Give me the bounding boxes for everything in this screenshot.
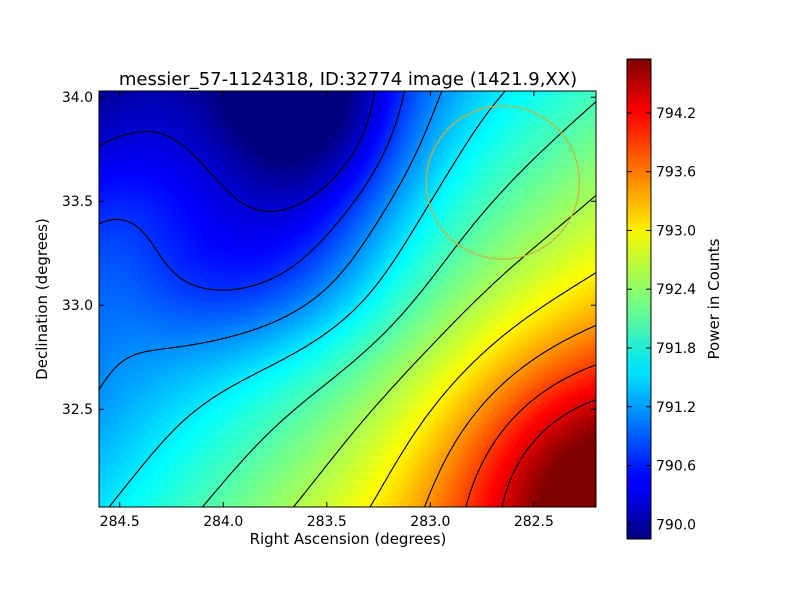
y-tick-label: 32.5 bbox=[62, 402, 93, 418]
contour-level-8 bbox=[465, 364, 596, 507]
y-axis-label: Declination (degrees) bbox=[33, 218, 51, 380]
contour-level-2 bbox=[99, 91, 443, 390]
contour-level-4 bbox=[202, 101, 596, 507]
contour-level-1 bbox=[99, 91, 406, 291]
colorbar-tick-label: 791.8 bbox=[656, 341, 696, 357]
y-tick-label: 34.0 bbox=[62, 90, 93, 106]
y-axis-ticks: 32.5 33.0 33.5 34.0 bbox=[62, 90, 596, 418]
colorbar: 790.0 790.6 791.2 791.8 792.4 793.0 793.6 794.2… bbox=[626, 58, 723, 540]
colorbar-tick-label: 793.0 bbox=[656, 223, 696, 239]
contour-level-0 bbox=[99, 91, 376, 212]
colorbar-bar bbox=[626, 58, 652, 540]
x-tick-label: 284.0 bbox=[203, 514, 243, 530]
contour-lines bbox=[99, 91, 596, 507]
colorbar-tick-label: 791.2 bbox=[656, 400, 696, 416]
source-circle bbox=[425, 105, 580, 260]
colorbar-tick-label: 794.2 bbox=[656, 106, 696, 122]
x-axis-ticks: 284.5 284.0 283.5 283.0 282.5 bbox=[100, 91, 554, 530]
colorbar-tick-label: 792.4 bbox=[656, 282, 696, 298]
y-tick-label: 33.0 bbox=[62, 298, 93, 314]
colorbar-label: Power in Counts bbox=[705, 238, 723, 359]
x-tick-label: 284.5 bbox=[100, 514, 140, 530]
heatmap bbox=[99, 91, 596, 507]
contour-level-7 bbox=[423, 324, 596, 507]
x-axis-label: Right Ascension (degrees) bbox=[250, 530, 447, 548]
x-tick-label: 283.0 bbox=[410, 514, 450, 530]
plot-area bbox=[98, 90, 597, 508]
x-tick-label: 283.5 bbox=[307, 514, 347, 530]
y-tick-label: 33.5 bbox=[62, 194, 93, 210]
colorbar-ticks: 790.0 790.6 791.2 791.8 792.4 793.0 793.6 794.2 bbox=[627, 106, 696, 533]
colorbar-tick-label: 790.6 bbox=[656, 459, 696, 475]
contour-level-5 bbox=[293, 194, 596, 507]
plot-frame bbox=[98, 90, 597, 508]
x-tick-label: 282.5 bbox=[514, 514, 554, 530]
colorbar-tick-label: 790.0 bbox=[656, 517, 696, 533]
colorbar-tick-label: 793.6 bbox=[656, 165, 696, 181]
chart-title: messier_57-1124318, ID:32774 image (1421… bbox=[119, 69, 577, 90]
contour-level-3 bbox=[108, 91, 506, 507]
